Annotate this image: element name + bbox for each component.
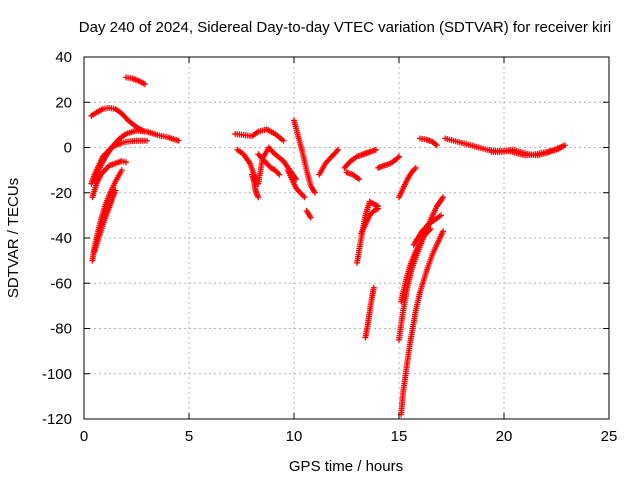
data-point [370,284,377,291]
series-arc-b7 [303,207,314,221]
series-arc-b6 [291,117,318,196]
x-tick-label: 0 [80,428,88,445]
series-arc-a5 [89,158,129,201]
x-tick-label: 5 [185,428,193,445]
data-point [301,194,308,201]
data-point [276,171,283,178]
axis-ticks: 0 5 10 15 20 25 -120 -100 -80 -60 -40 -20 0 20 40 [42,49,617,445]
data-point [561,142,568,149]
series-arc-c3 [343,169,363,183]
y-tick-label: -100 [42,366,72,383]
series-arc-d3 [362,284,377,341]
series-arc-d6 [398,225,434,305]
data-point [438,212,444,219]
y-tick-label: -120 [42,411,72,428]
x-tick-label: 25 [601,428,618,445]
data-point [255,194,262,201]
series-arc-a7 [91,187,119,255]
x-tick-label: 15 [391,428,408,445]
series-arc-c1 [316,146,342,178]
data-point [312,189,318,196]
data-point [372,146,379,153]
series-arc-e3 [488,142,568,159]
series-arc-d7 [398,228,447,418]
series-arc-a2 [123,74,148,88]
data-point [280,137,287,144]
data-point [375,205,381,212]
y-tick-label: -60 [50,275,72,292]
data-point [394,154,401,161]
series-arc-b4 [255,151,283,178]
series-arc-d4 [396,164,419,201]
series-arc-e1 [417,135,440,149]
data-points [88,74,568,418]
data-point [433,142,440,149]
data-point [440,194,447,201]
series-arc-c4 [360,146,379,158]
data-point [412,164,419,171]
x-tick-label: 10 [286,428,303,445]
data-point [396,153,402,160]
grid-lines [84,57,609,419]
data-point [112,187,119,194]
data-point [141,81,148,88]
data-point [335,146,342,153]
y-tick-label: -20 [50,185,72,202]
data-point [144,137,150,144]
data-point [118,167,125,174]
series-arc-b1 [232,126,287,144]
y-tick-label: -40 [50,230,72,247]
y-tick-label: 0 [64,140,72,157]
series-arc-d2 [358,205,381,237]
y-tick-label: 20 [55,94,72,111]
series-arc-d8 [410,212,444,248]
data-point [356,176,363,183]
data-point [123,159,129,166]
x-tick-label: 20 [496,428,513,445]
y-axis-label: SDTVAR / TECUs [5,178,22,298]
series-arc-b3 [249,171,262,201]
y-tick-label: 40 [55,49,72,66]
data-point [307,214,314,221]
data-point [440,228,447,235]
data-point [175,137,182,144]
series-arc-a4 [88,137,150,187]
chart-title: Day 240 of 2024, Sidereal Day-to-day VTE… [79,19,611,36]
series-arc-c5 [375,153,402,171]
series-arc-b5 [284,167,308,201]
data-point [427,225,434,232]
y-tick-label: -80 [50,321,72,338]
x-axis-label: GPS time / hours [289,458,403,475]
